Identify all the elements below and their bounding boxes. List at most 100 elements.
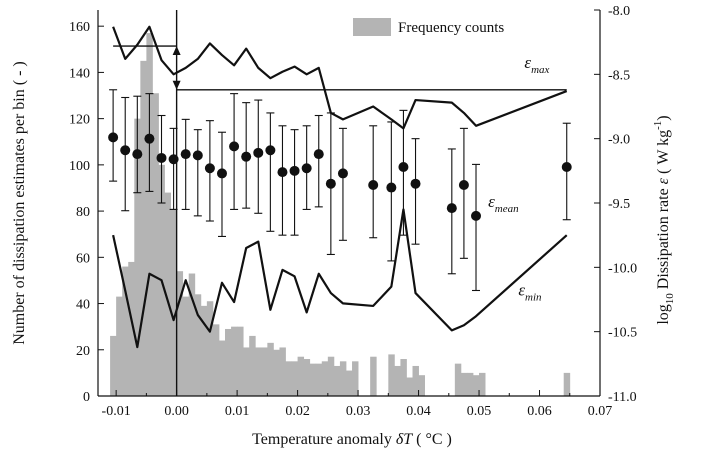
eps-min-line [112,208,568,349]
y-left-tick-label: 120 [69,113,90,128]
mean-point [325,178,336,189]
y-left-tick-label: 160 [69,20,90,35]
histogram-bar [212,324,220,396]
mean-point [301,163,312,174]
histogram-bar [255,347,262,396]
x-tick-label: 0.00 [164,404,189,419]
y-right-tick-label: -10.5 [608,326,637,341]
series-lines [112,10,568,396]
histogram-bar [237,326,244,396]
y-right-tick-label: -8.0 [608,4,630,19]
y-axis-left-title: Number of dissipation estimates per bin … [11,61,28,345]
histogram-bar [400,359,407,396]
histogram-bar [388,354,395,396]
histogram-bar [297,356,305,396]
histogram-bar [345,370,353,396]
histogram-bar [182,296,190,396]
legend: Frequency counts [353,18,504,36]
histogram-bar [418,375,426,396]
histogram-bar [249,335,256,396]
histogram-bar [170,208,178,396]
mean-point [398,161,409,172]
mean-point [561,161,572,172]
x-tick-label: -0.01 [102,404,131,419]
histogram-bar [370,356,377,396]
x-tick-label: 0.07 [588,404,613,419]
y-left-tick-label: 40 [76,298,90,313]
histogram-bar [454,363,462,396]
histogram-bar [315,363,323,396]
mean-point [144,133,155,144]
mean-point [458,179,469,190]
histogram-bar [200,305,208,396]
x-tick-label: 0.05 [467,404,492,419]
mean-point [313,149,324,160]
histogram-bar [352,361,359,396]
histogram-bars [110,33,571,397]
y-left-tick-label: 20 [76,344,90,359]
legend-swatch-frequency [353,18,391,36]
histogram-bar [333,365,341,396]
y-right-tick-label: -8.5 [608,68,630,83]
histogram-bar [406,377,413,396]
label-eps-min: εmin [518,281,542,304]
histogram-bar [279,347,286,396]
mean-point [241,151,252,162]
histogram-bar [152,93,159,396]
histogram-bar [261,347,268,396]
mean-point [132,149,143,160]
label-eps-mean: εmean [488,192,519,215]
histogram-bar [218,340,226,396]
histogram-bar [188,273,196,396]
histogram-bar [273,349,280,396]
mean-point [216,168,227,179]
histogram-bar [327,356,335,396]
mean-point [120,145,131,156]
histogram-bar [194,294,202,396]
histogram-bar [472,375,480,396]
mean-point [229,141,240,152]
legend-label-frequency: Frequency counts [398,20,504,36]
x-axis-title: Temperature anomaly δT ( °C ) [252,431,452,448]
axes: -0.01 0.00 0.01 0.02 0.03 0.04 0.05 0.06 0.07 0 20… [69,4,637,419]
histogram-bar [176,271,184,396]
y-left-tick-label: 140 [69,66,90,81]
mean-points [108,89,572,292]
x-tick-label: 0.01 [225,404,250,419]
mean-point [204,163,215,174]
mean-point [180,149,191,160]
mean-point [368,179,379,190]
histogram-bar [412,365,419,396]
mean-point [386,182,397,193]
mean-point [156,152,167,163]
histogram-bar [116,296,123,396]
y-left-tick-label: 60 [76,251,90,266]
histogram-bar [231,326,238,396]
histogram-bar [479,372,486,396]
histogram-bar [164,192,171,396]
mean-point [471,210,482,221]
x-tick-label: 0.03 [346,404,371,419]
series-annotations: εmax εmean εmin [488,53,549,304]
y-left-tick-label: 0 [83,390,90,405]
histogram-bar [128,261,135,396]
histogram-bar [339,361,347,396]
histogram-bar [110,335,117,396]
histogram-bar [267,342,274,396]
mean-point [289,165,300,176]
arrowhead-down [172,80,181,90]
histogram-bar [134,118,141,396]
mean-point [192,150,203,161]
mean-point [337,168,348,179]
histogram-bar [394,365,401,396]
histogram-bar [225,328,232,396]
x-tick-label: 0.02 [285,404,310,419]
x-tick-label: 0.04 [406,404,431,419]
histogram-bar [466,372,474,396]
y-left-tick-label: 100 [69,159,90,174]
mean-point [277,167,288,178]
mean-point [265,145,276,156]
mean-point [446,203,457,214]
histogram-bar [285,361,292,396]
